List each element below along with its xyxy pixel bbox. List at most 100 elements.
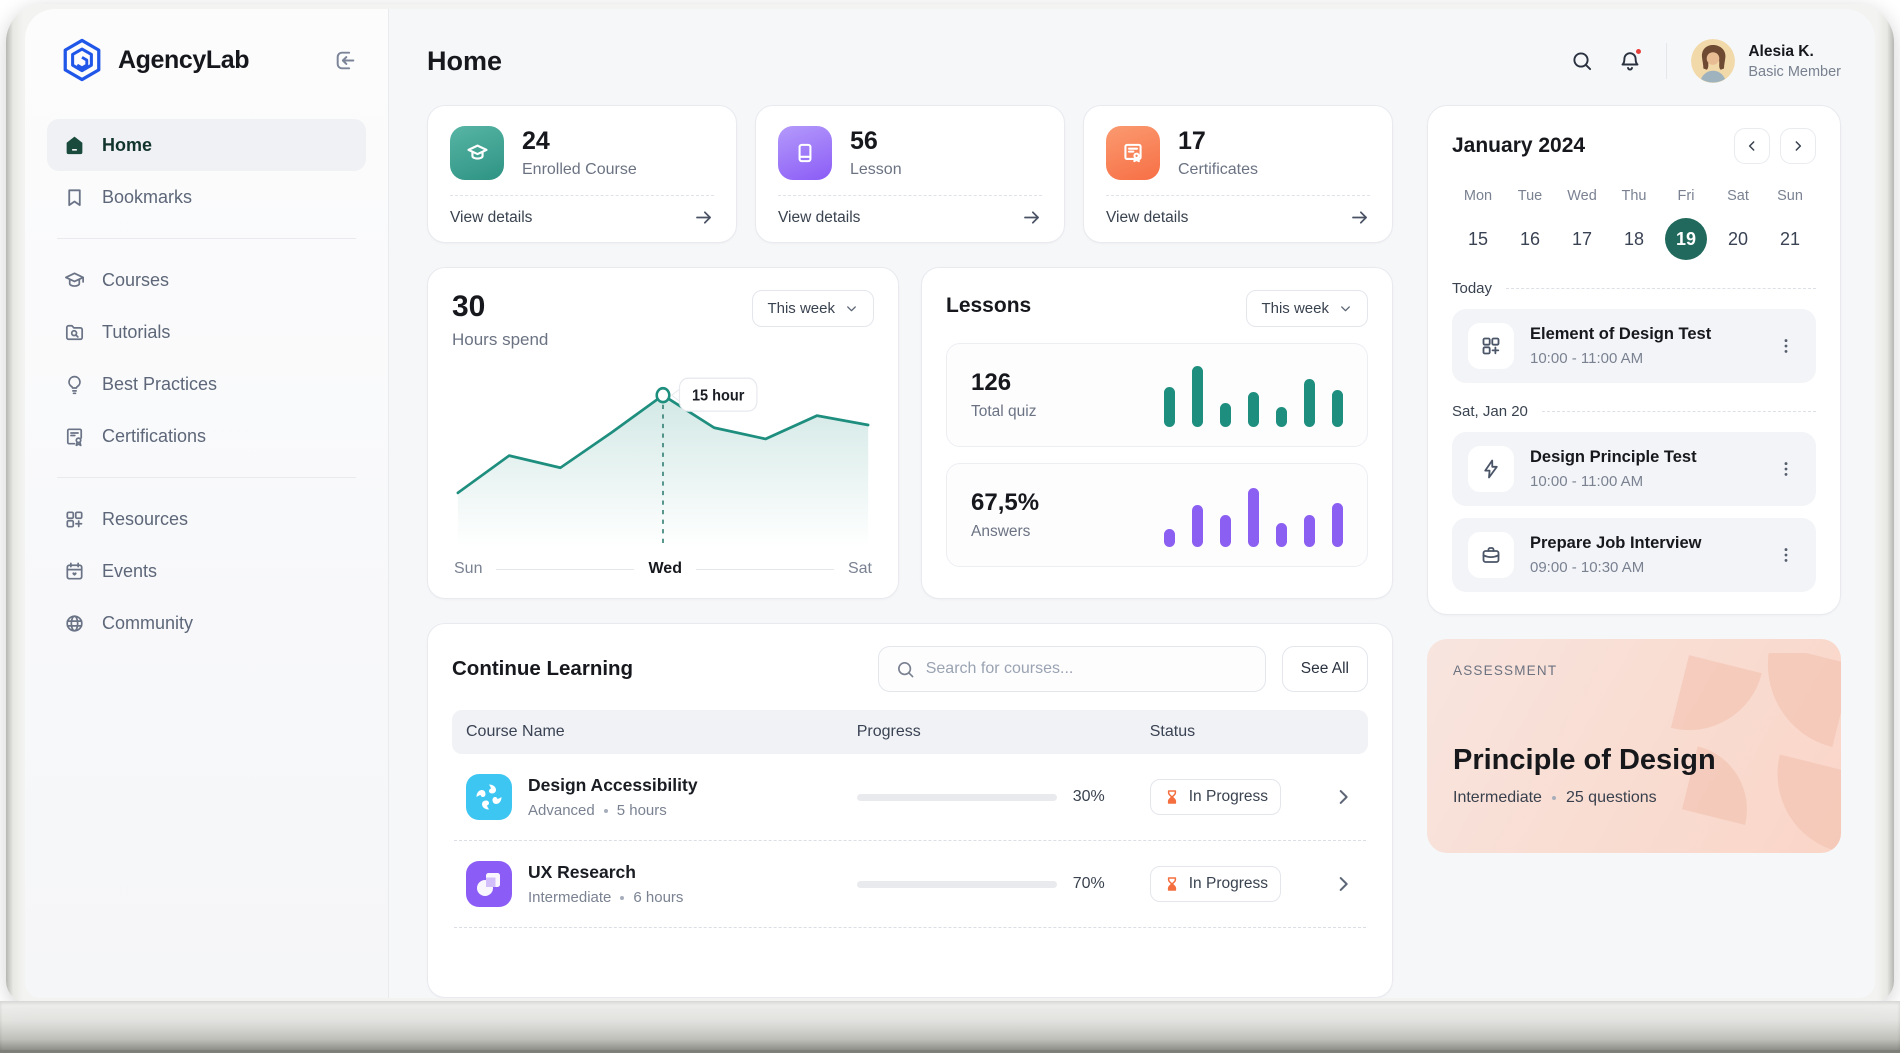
bookmark-icon [63, 186, 86, 209]
search-icon [897, 661, 914, 677]
logo-row: AgencyLab [47, 37, 366, 83]
sidebar-item-label: Certifications [102, 425, 207, 446]
briefcase-icon [1468, 532, 1514, 578]
calendar-date[interactable]: 21 [1779, 229, 1801, 249]
grid-plus-icon [63, 508, 86, 531]
quiz-value: 126 [971, 369, 1012, 396]
sidebar-item-label: Events [102, 560, 158, 581]
courses-search-box[interactable] [877, 646, 1266, 692]
event-title: Design Principle Test [1530, 448, 1697, 466]
search-icon[interactable] [1570, 49, 1594, 73]
calendar-month-title: January 2024 [1452, 134, 1586, 157]
calendar-card: January 2024 Mon Tue Wed Thu Fri Sat Sun [1427, 105, 1841, 615]
dot-separator [603, 808, 608, 813]
see-all-button[interactable]: See All [1281, 646, 1368, 692]
course-icon-ux-research [466, 861, 512, 907]
sidebar: AgencyLab Home Bookmarks [25, 9, 389, 998]
sidebar-item-community[interactable]: Community [47, 597, 366, 649]
user-menu[interactable]: Alesia K. Basic Member [1691, 39, 1841, 83]
status-label: In Progress [1188, 875, 1269, 892]
row-chevron-right-icon[interactable] [1301, 786, 1354, 808]
course-name: Design Accessibility [528, 775, 698, 795]
chevron-left-icon [1748, 141, 1755, 151]
continue-learning-card: Continue Learning See All Course Name Pr… [427, 623, 1393, 998]
assessment-title: Principle of Design [1453, 744, 1716, 776]
stat-label: Certificates [1178, 161, 1259, 178]
chart-tooltip: 15 hour [670, 377, 758, 412]
sidebar-item-certifications[interactable]: Certifications [47, 410, 366, 462]
calendar-date[interactable]: 16 [1519, 229, 1541, 249]
sidebar-item-best-practices[interactable]: Best Practices [47, 358, 366, 410]
calendar-next-button[interactable] [1780, 128, 1816, 164]
notification-badge [1634, 47, 1644, 56]
sidebar-item-bookmarks[interactable]: Bookmarks [47, 171, 366, 223]
answers-bar-chart [1164, 483, 1343, 547]
calendar-date[interactable]: 20 [1727, 229, 1749, 249]
calendar-prev-button[interactable] [1734, 128, 1770, 164]
sidebar-item-label: Community [102, 612, 194, 633]
app-window: AgencyLab Home Bookmarks [25, 9, 1875, 998]
topbar: Home Alesia K. Basic Member [427, 33, 1841, 89]
chevron-right-icon [1795, 141, 1802, 151]
sidebar-item-resources[interactable]: Resources [47, 493, 366, 545]
column-course-name: Course Name [466, 723, 565, 740]
sidebar-item-tutorials[interactable]: Tutorials [47, 306, 366, 358]
sidebar-divider [57, 477, 356, 478]
course-level: Intermediate [528, 889, 612, 906]
view-details-link[interactable]: View details [450, 207, 714, 228]
event-title: Element of Design Test [1530, 325, 1712, 343]
table-row[interactable]: Design Accessibility Advanced 5 hours 30… [452, 754, 1368, 840]
event-item[interactable]: Element of Design Test 10:00 - 11:00 AM [1452, 309, 1816, 383]
lightning-icon [1468, 446, 1514, 492]
stat-label: Lesson [850, 161, 902, 178]
sidebar-item-events[interactable]: Events [47, 545, 366, 597]
progress-percent: 70% [1072, 875, 1105, 892]
row-chevron-right-icon[interactable] [1301, 873, 1354, 895]
status-label: In Progress [1188, 788, 1269, 805]
graduation-cap-icon [63, 269, 86, 292]
view-details-link[interactable]: View details [1106, 207, 1370, 228]
calendar-date[interactable]: 17 [1571, 229, 1593, 249]
hours-spend-card: 30 Hours spend This week [427, 267, 899, 599]
certificate-icon [63, 425, 86, 448]
event-time: 10:00 - 11:00 AM [1530, 350, 1644, 367]
assessment-card[interactable]: ASSESSMENT Principle of Design Intermedi… [1427, 639, 1841, 853]
table-header: Course Name Progress Status [452, 710, 1368, 754]
avatar [1691, 39, 1736, 83]
table-row[interactable]: UX Research Intermediate 6 hours 70% [452, 841, 1368, 927]
dashed-divider [454, 840, 1366, 841]
dot-separator [1551, 796, 1556, 800]
arrow-right-icon [693, 207, 714, 228]
calendar-date[interactable]: 15 [1467, 229, 1489, 249]
schedule-section-label: Sat, Jan 20 [1452, 403, 1816, 420]
kebab-menu-icon[interactable] [1772, 455, 1800, 483]
calendar-date[interactable]: 18 [1623, 229, 1645, 249]
calendar-date-selected[interactable]: 19 [1665, 218, 1707, 260]
kebab-menu-icon[interactable] [1772, 541, 1800, 569]
status-badge: In Progress [1149, 779, 1282, 815]
event-item[interactable]: Design Principle Test 10:00 - 11:00 AM [1452, 432, 1816, 506]
hourglass-icon [1167, 790, 1176, 804]
notifications-bell-icon[interactable] [1618, 47, 1644, 73]
sidebar-collapse-icon[interactable] [333, 48, 358, 73]
schedule-section-label: Today [1452, 280, 1816, 297]
kebab-menu-icon[interactable] [1772, 332, 1800, 360]
event-item[interactable]: Prepare Job Interview 09:00 - 10:30 AM [1452, 518, 1816, 592]
search-input[interactable] [925, 660, 1249, 678]
topbar-divider [1666, 43, 1668, 79]
sidebar-item-home[interactable]: Home [47, 119, 366, 171]
view-details-label: View details [778, 208, 861, 226]
course-icon-design-accessibility [466, 774, 512, 820]
status-badge: In Progress [1149, 866, 1282, 902]
view-details-link[interactable]: View details [778, 207, 1042, 228]
chevron-down-icon [847, 306, 856, 312]
lessons-filter-dropdown[interactable]: This week [1246, 290, 1368, 327]
user-name: Alesia K. [1748, 42, 1814, 60]
stat-value: 17 [1178, 127, 1206, 155]
answers-label: Answers [971, 523, 1031, 540]
sidebar-item-courses[interactable]: Courses [47, 254, 366, 306]
grid-plus-icon [1468, 323, 1514, 369]
certificate-icon [1106, 126, 1160, 180]
lightbulb-icon [63, 373, 86, 396]
hours-filter-dropdown[interactable]: This week [752, 290, 874, 327]
